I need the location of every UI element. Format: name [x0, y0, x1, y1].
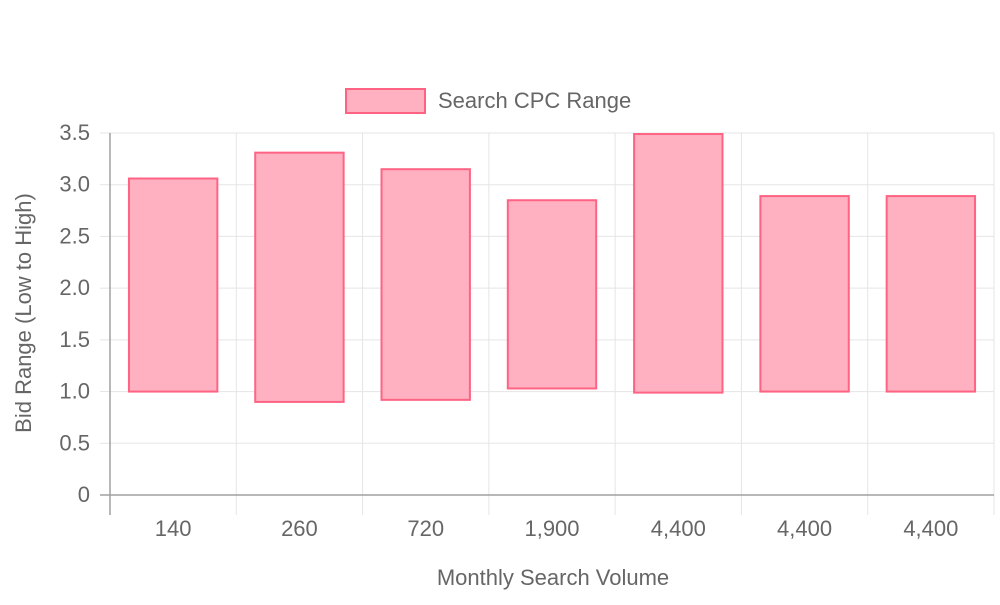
y-tick-label: 3.0 [59, 172, 90, 197]
x-tick-label: 1,900 [524, 516, 579, 541]
y-axis-title: Bid Range (Low to High) [11, 193, 36, 433]
legend-swatch [345, 88, 426, 114]
x-tick-label: 4,400 [651, 516, 706, 541]
bar[interactable] [506, 199, 598, 390]
x-tick-label: 720 [407, 516, 444, 541]
x-tick-labels: 140 260 720 1,900 4,400 4,400 4,400 [155, 516, 959, 541]
legend[interactable]: Search CPC Range [345, 88, 631, 114]
x-tick-label: 260 [281, 516, 318, 541]
x-tick-label: 4,400 [777, 516, 832, 541]
y-tick-label: 3.5 [59, 120, 90, 145]
y-tick-label: 1.5 [59, 327, 90, 352]
bar[interactable] [633, 133, 724, 394]
x-tick-label: 4,400 [903, 516, 958, 541]
x-tick-label: 140 [155, 516, 192, 541]
bar[interactable] [380, 168, 471, 401]
legend-label: Search CPC Range [438, 88, 631, 113]
bars [127, 133, 977, 403]
bar[interactable] [127, 177, 219, 393]
axes [100, 132, 995, 515]
y-tick-label: 0 [78, 482, 90, 507]
y-tick-label: 2.0 [59, 275, 90, 300]
bar[interactable] [254, 151, 345, 403]
y-tick-label: 1.0 [59, 379, 90, 404]
y-tick-labels: 0 0.5 1.0 1.5 2.0 2.5 3.0 3.5 [59, 120, 90, 507]
x-axis-title: Monthly Search Volume [437, 565, 669, 590]
y-tick-label: 2.5 [59, 223, 90, 248]
y-tick-label: 0.5 [59, 430, 90, 455]
bar[interactable] [885, 195, 977, 393]
bar[interactable] [759, 195, 850, 393]
